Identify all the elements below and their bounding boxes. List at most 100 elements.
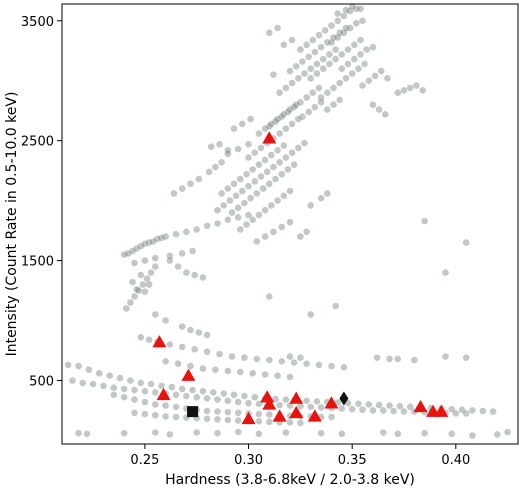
scatter-point: [336, 29, 344, 37]
scatter-point: [359, 82, 366, 89]
scatter-point: [377, 67, 385, 75]
scatter-point: [162, 358, 169, 365]
x-tick-label: 0.25: [130, 453, 159, 468]
scatter-point: [224, 147, 232, 154]
scatter-point: [166, 252, 174, 260]
scatter-point: [313, 60, 321, 68]
scatter-point: [369, 407, 377, 414]
triangle-marker: [181, 368, 196, 381]
scatter-point: [214, 429, 221, 437]
scatter-point: [241, 354, 248, 362]
scatter-point: [145, 336, 153, 344]
scatter-point: [243, 170, 250, 178]
scatter-point: [278, 358, 286, 365]
scatter-point: [357, 51, 364, 58]
scatter-point: [276, 401, 283, 409]
scatter-point: [255, 161, 263, 168]
scatter-point: [166, 257, 174, 264]
scatter-point: [152, 429, 159, 436]
x-axis-title: Hardness (3.8-6.8keV / 2.0-3.8 keV): [165, 472, 415, 488]
scatter-point: [286, 218, 294, 226]
scatter-point: [297, 402, 304, 410]
scatter-point: [224, 416, 232, 424]
scatter-point: [334, 17, 342, 25]
scatter-point: [394, 89, 402, 96]
scatter-point: [334, 399, 342, 406]
scatter-point: [317, 99, 325, 106]
scatter-point: [348, 405, 356, 413]
scatter-point: [274, 197, 281, 204]
scatter-point: [168, 383, 176, 391]
scatter-point: [172, 413, 180, 421]
scatter-point: [178, 323, 186, 330]
scatter-point: [245, 141, 252, 148]
y-tick-label: 3500: [21, 15, 54, 30]
scatter-point: [282, 125, 290, 132]
scatter-point: [166, 431, 174, 438]
scatter-point: [203, 348, 211, 356]
scatter-point: [162, 233, 169, 240]
scatter-point: [149, 238, 157, 245]
scatter-point: [353, 19, 360, 27]
scatter-point: [137, 334, 145, 341]
scatter-point: [357, 5, 364, 13]
scatter-point: [247, 115, 254, 123]
scatter-point: [411, 356, 418, 364]
scatter-point: [249, 216, 256, 224]
scatter-point: [172, 230, 180, 238]
scatter-point: [137, 379, 145, 387]
scatter-point: [203, 331, 211, 339]
scatter-point: [220, 390, 227, 397]
scatter-point: [237, 175, 244, 183]
scatter-point: [203, 222, 211, 230]
scatter-point: [75, 429, 82, 437]
scatter-point: [110, 391, 118, 399]
scatter-point: [178, 185, 186, 192]
scatter-point: [297, 419, 304, 427]
scatter-point: [307, 403, 315, 411]
scatter-point: [344, 46, 352, 53]
x-tick-label: 0.40: [441, 453, 470, 468]
scatter-point: [336, 79, 344, 87]
scatter-point: [297, 354, 304, 362]
scatter-point: [317, 94, 325, 101]
scatter-point: [278, 223, 286, 231]
scatter-point: [270, 71, 277, 78]
scatter-point: [131, 396, 138, 403]
scatter-point: [152, 263, 159, 270]
scatter-point: [365, 401, 373, 408]
scatter-point: [174, 263, 182, 270]
scatter-point: [261, 233, 269, 240]
scatter-point: [253, 190, 261, 197]
scatter-point: [346, 24, 354, 32]
scatter-point: [303, 360, 310, 368]
scatter-point: [245, 182, 252, 190]
scatter-point: [224, 216, 232, 224]
scatter-point: [183, 228, 190, 236]
scatter-point: [266, 180, 273, 188]
scatter-point: [247, 194, 254, 202]
triangle-marker: [272, 409, 287, 422]
scatter-point: [348, 70, 356, 77]
scatter-point: [307, 75, 315, 82]
scatter-point: [299, 58, 306, 65]
scatter-point: [330, 84, 337, 92]
scatter-point: [319, 65, 327, 72]
scatter-point: [141, 410, 149, 418]
scatter-point: [317, 194, 325, 202]
scatter-point: [266, 418, 273, 426]
scatter-point: [286, 106, 294, 113]
scatter-point: [330, 101, 337, 108]
scatter-point: [324, 106, 331, 113]
scatter-point: [120, 251, 128, 258]
scatter-point: [131, 259, 138, 267]
scatter-point: [243, 221, 250, 228]
scatter-point: [469, 407, 476, 414]
scatter-point: [328, 22, 335, 29]
scatter-point: [253, 238, 261, 245]
scatter-point: [234, 417, 242, 424]
scatter-point: [193, 393, 200, 401]
scatter-point: [131, 293, 138, 300]
scatter-point: [361, 60, 368, 68]
scatter-point: [321, 27, 329, 34]
